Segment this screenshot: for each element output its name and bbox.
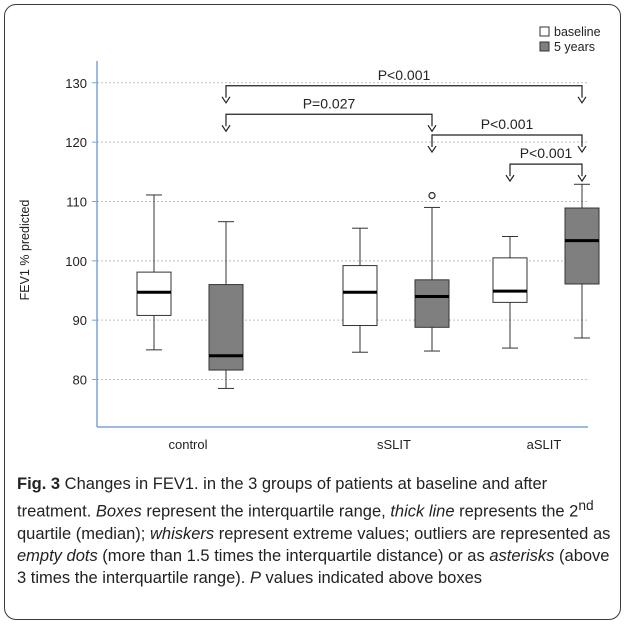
p-value-label-1: P=0.027 xyxy=(303,95,356,111)
outlier-5-years-sslit xyxy=(428,191,436,200)
x-tick-label-control: control xyxy=(168,437,207,452)
caption-text-8: values indicated above boxes xyxy=(260,568,483,587)
significance-arrow-0-0 xyxy=(221,96,231,104)
significance-bracket-1 xyxy=(225,113,433,127)
caption-text-4: quartile (median); xyxy=(17,524,150,543)
y-tick-label: 100 xyxy=(65,254,87,269)
p-value-label-3: P<0.001 xyxy=(520,145,573,161)
x-tick-label-sslit: sSLIT xyxy=(377,437,411,452)
y-tick-label: 120 xyxy=(65,135,87,150)
p-value-label-0: P<0.001 xyxy=(378,67,431,83)
significance-arrow-0-1 xyxy=(577,96,587,104)
caption-boxes-word: Boxes xyxy=(95,502,142,521)
significance-arrow-3-1 xyxy=(577,174,587,183)
legend-swatch-baseline xyxy=(539,26,550,37)
significance-arrow-1-0 xyxy=(221,124,231,133)
caption-text-2: represent the interquartile range, xyxy=(141,502,391,521)
box-baseline-aslit xyxy=(492,257,528,303)
caption-text-1: Changes in FEV1. in the 3 groups of pati… xyxy=(17,475,548,521)
y-tick-label: 130 xyxy=(65,76,87,91)
caption-text-6: (more than 1.5 times the interquartile d… xyxy=(97,546,490,565)
caption-p-word: P xyxy=(249,568,261,587)
significance-bracket-3 xyxy=(509,163,583,177)
significance-arrow-2-0 xyxy=(427,145,437,154)
caption-label: Fig. 3 xyxy=(17,475,61,493)
caption-empty-dots-word: empty dots xyxy=(17,546,98,565)
legend-label-baseline: baseline xyxy=(554,25,601,39)
caption-superscript: nd xyxy=(578,498,594,513)
y-tick-label: 80 xyxy=(73,373,87,388)
figure-frame: 80 90 100 110 120 130 FEV1 % predicted control s… xyxy=(4,4,621,620)
significance-bracket-0 xyxy=(225,85,583,98)
box-5-years-sslit xyxy=(414,279,450,328)
y-tick-label: 110 xyxy=(66,194,87,209)
box-5-years-aslit xyxy=(564,207,600,285)
box-plot-chart: 80 90 100 110 120 130 FEV1 % predicted control s… xyxy=(18,25,601,452)
significance-arrow-2-1 xyxy=(577,145,587,154)
significance-bracket-2 xyxy=(431,134,583,148)
p-value-label-2: P<0.001 xyxy=(481,116,534,132)
x-tick-label-aslit: aSLIT xyxy=(527,437,562,452)
legend-swatch-5-years xyxy=(539,41,550,52)
box-baseline-sslit xyxy=(342,265,378,327)
caption-text-3: represents the 2 xyxy=(454,502,579,521)
figure-caption: Fig. 3 Changes in FEV1. in the 3 groups … xyxy=(17,473,617,589)
significance-arrow-1-1 xyxy=(427,124,437,133)
y-tick-label: 90 xyxy=(73,313,87,328)
legend-label-5-years: 5 years xyxy=(554,40,595,54)
significance-arrow-3-0 xyxy=(505,174,515,183)
caption-thick-line-word: thick line xyxy=(390,502,455,521)
caption-whiskers-word: whiskers xyxy=(149,524,215,543)
caption-text-7: (above 3 times the interquartile range). xyxy=(17,546,610,587)
y-axis-label: FEV1 % predicted xyxy=(18,200,32,301)
caption-asterisks-word: asterisks xyxy=(489,546,555,565)
caption-text-5: represent extreme values; outliers are r… xyxy=(214,524,611,543)
